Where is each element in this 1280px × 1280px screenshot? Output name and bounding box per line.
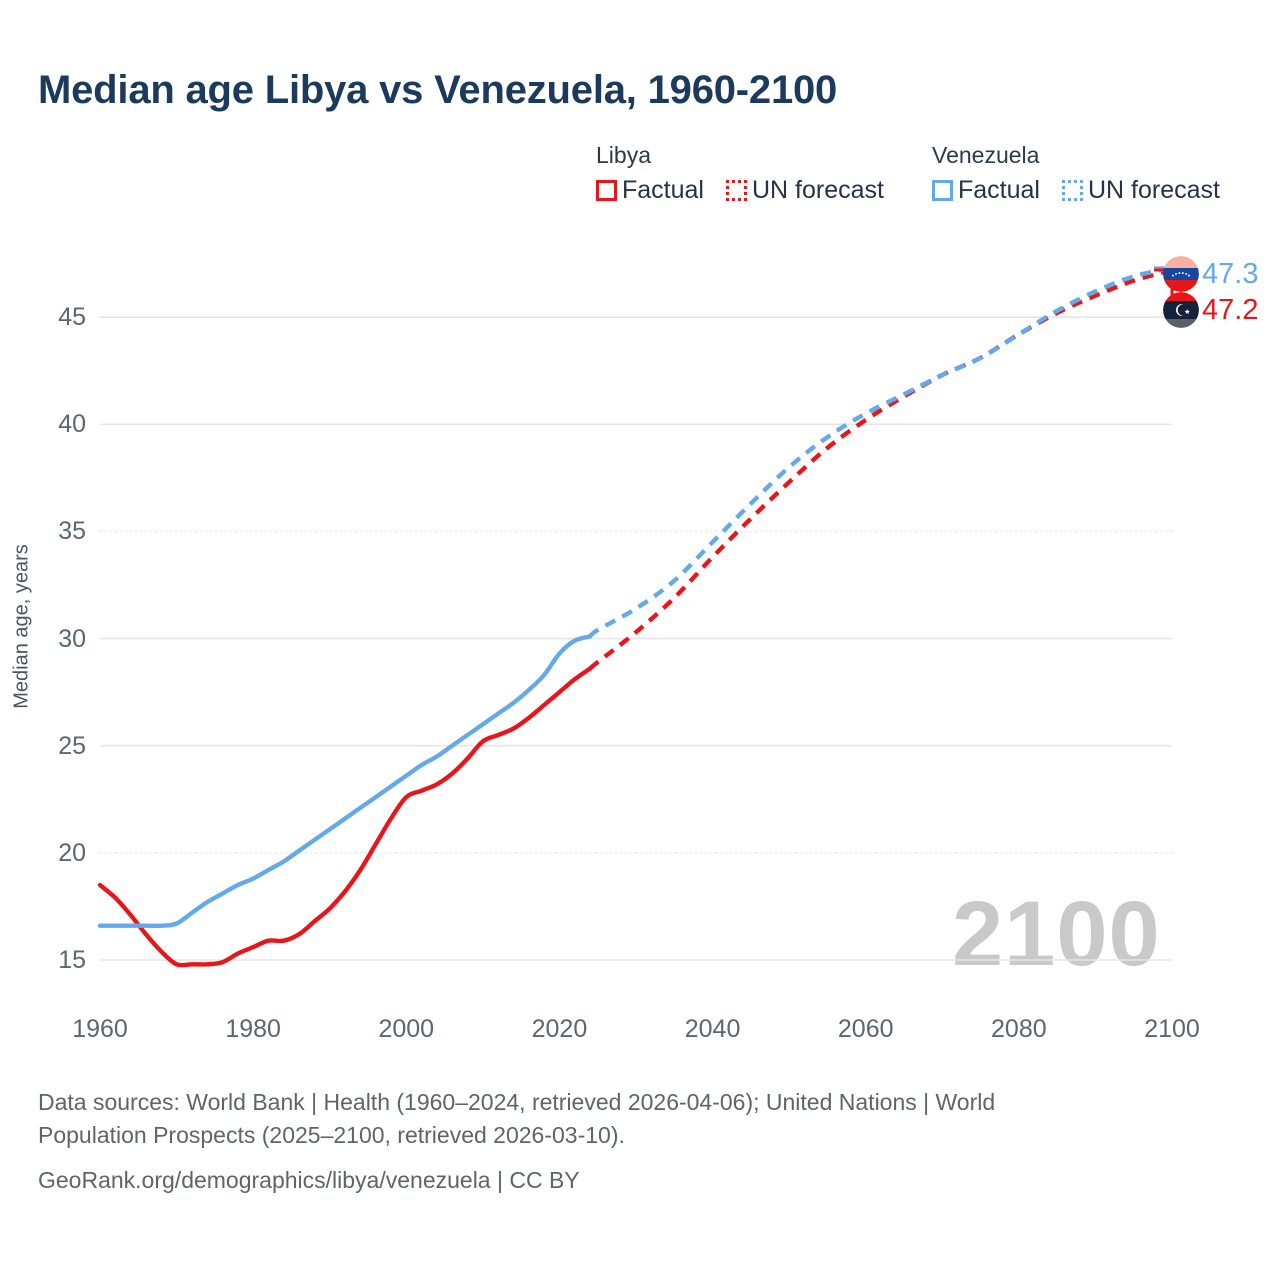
- legend-label-venezuela-forecast: UN forecast: [1087, 176, 1220, 204]
- legend-group-title-venezuela: Venezuela: [932, 142, 1040, 168]
- y-tick-label: 40: [58, 410, 86, 439]
- x-tick-label: 2040: [684, 1015, 741, 1043]
- legend-entry-libya-factual[interactable]: Factual: [596, 176, 704, 205]
- legend-entry-venezuela-forecast[interactable]: UN forecast: [1061, 176, 1220, 205]
- x-tick-label: 1960: [72, 1015, 128, 1043]
- y-axis-title: Median age, years: [10, 544, 33, 709]
- legend-label-libya-forecast: UN forecast: [751, 176, 884, 204]
- legend-swatch-solid-red-icon: [596, 180, 617, 201]
- series-line-factual-libya: [97, 666, 593, 968]
- x-tick-label: 2100: [1144, 1015, 1200, 1043]
- x-tick-label: 2020: [531, 1015, 588, 1043]
- legend-entry-venezuela-factual[interactable]: Factual: [932, 176, 1040, 205]
- legend-swatch-dotted-red-icon: [725, 180, 747, 201]
- legend-group-libya: Libya Factual UN forecast: [596, 142, 884, 205]
- x-tick-label: 2060: [837, 1015, 894, 1043]
- end-label-libya: 47.2: [1163, 292, 1258, 328]
- series-line-forecast-venezuela: [588, 265, 1173, 639]
- x-tick-label: 2000: [378, 1015, 435, 1043]
- footer-note: Data sources: World Bank | Health (1960–…: [38, 1086, 1188, 1197]
- legend-label-venezuela-factual: Factual: [958, 176, 1040, 204]
- chart-legend: Libya Factual UN forecast Venezuela Fact…: [596, 142, 1256, 220]
- libya-flag-icon: [1163, 292, 1199, 328]
- y-axis: 15 20 25 30 35 40 45: [24, 0, 86, 1000]
- end-value-venezuela: 47.3: [1202, 257, 1259, 290]
- legend-entry-libya-forecast[interactable]: UN forecast: [725, 176, 884, 205]
- footer-line-3[interactable]: GeoRank.org/demographics/libya/venezuela…: [38, 1166, 580, 1193]
- footer-line-2: Population Prospects (2025–2100, retriev…: [38, 1122, 625, 1149]
- y-tick-label: 15: [58, 946, 86, 974]
- watermark-year: 2100: [952, 883, 1161, 985]
- y-tick-label: 45: [58, 303, 86, 332]
- y-tick-label: 35: [58, 517, 86, 546]
- venezuela-flag-icon: [1163, 256, 1199, 292]
- legend-swatch-solid-blue-icon: [932, 180, 953, 201]
- y-tick-label: 25: [58, 731, 86, 760]
- end-label-venezuela: 47.3: [1163, 256, 1258, 292]
- legend-label-libya-factual: Factual: [622, 176, 704, 204]
- x-tick-label: 1980: [225, 1015, 281, 1043]
- y-tick-label: 30: [58, 624, 86, 653]
- legend-group-title-libya: Libya: [596, 142, 651, 168]
- footer-line-1: Data sources: World Bank | Health (1960–…: [38, 1089, 996, 1115]
- page-title: Median age Libya vs Venezuela, 1960-2100: [38, 68, 838, 112]
- series-line-forecast-libya: [588, 267, 1173, 671]
- end-value-libya: 47.2: [1202, 293, 1259, 326]
- legend-group-venezuela: Venezuela Factual UN forecast: [932, 142, 1220, 205]
- x-tick-label: 2080: [991, 1015, 1047, 1043]
- y-tick-label: 20: [58, 838, 86, 867]
- legend-swatch-dotted-blue-icon: [1061, 180, 1083, 201]
- series-line-factual-venezuela: [97, 634, 593, 929]
